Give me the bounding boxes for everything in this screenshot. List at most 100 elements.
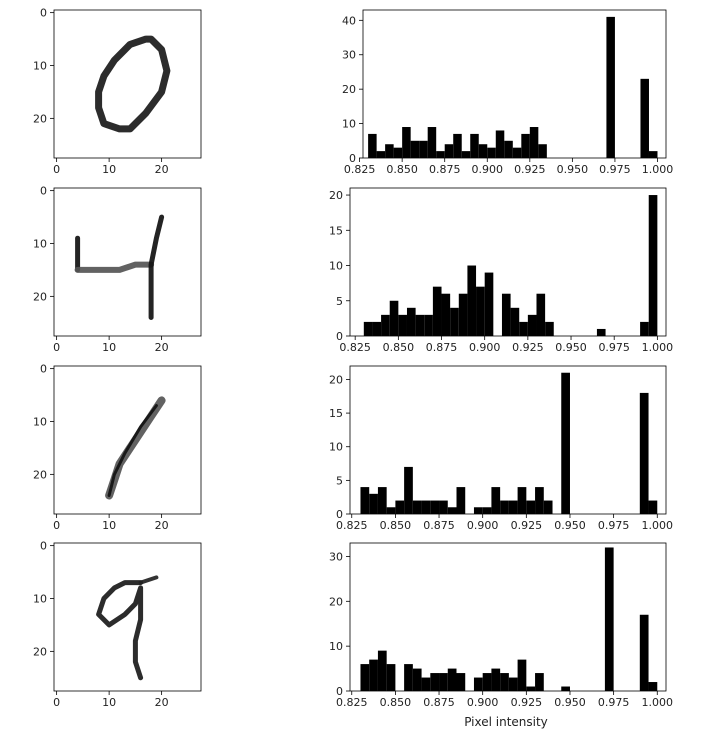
histogram-bar: [377, 650, 387, 691]
histogram-x-tick-label: 0.825: [344, 163, 376, 176]
histogram-bar: [412, 500, 422, 514]
histogram-bar: [395, 500, 405, 514]
histogram-frame: [362, 9, 667, 159]
histogram-bar: [427, 127, 437, 158]
image-x-tick-label: 0: [53, 519, 60, 532]
histogram-bar: [519, 321, 528, 336]
digit-stroke: [107, 404, 158, 497]
histogram-x-tick-label: 0.825: [339, 341, 371, 354]
histogram-bar: [406, 307, 416, 336]
histogram-bar: [389, 300, 399, 336]
histogram-bar: [421, 500, 431, 514]
image-y-tick-label: 20: [33, 468, 47, 481]
digit-image-1: 0 10 20 0 10 20: [33, 7, 202, 176]
histogram-y-tick-label: 20: [329, 373, 343, 386]
histogram-bar: [510, 307, 520, 336]
histogram-frame: [349, 365, 667, 515]
histogram-x-tick-label: 0.950: [554, 696, 586, 709]
histogram-bar: [430, 500, 440, 514]
histogram-bar: [639, 392, 649, 514]
histogram-bar: [415, 314, 425, 336]
image-background: [54, 366, 201, 514]
histogram-bar: [508, 500, 518, 514]
image-x-tick-label: 20: [155, 163, 169, 176]
histogram-x-tick-label: 0.825: [336, 519, 368, 532]
histogram-y-tick-label: 30: [329, 550, 343, 563]
image-background: [54, 543, 201, 691]
histogram-bar: [484, 272, 494, 336]
histogram-x-tick-label: 0.950: [557, 163, 589, 176]
histogram-x-tick-label: 0.950: [554, 519, 586, 532]
histogram-bar: [412, 668, 422, 691]
image-y-tick-label: 20: [33, 290, 47, 303]
histogram-bar: [456, 487, 466, 514]
histogram-bar: [419, 140, 428, 158]
histogram-bar: [368, 133, 377, 158]
histogram-y-tick-label: 10: [329, 260, 343, 273]
image-x-tick-label: 10: [102, 163, 116, 176]
histogram-x-tick-label: 0.900: [467, 696, 499, 709]
image-x-tick-label: 0: [53, 341, 60, 354]
histogram-bar: [561, 686, 570, 691]
histogram-2: 0.825 0.850 0.875 0.900 0.925 0.950 0.975 1.000…: [329, 187, 673, 354]
histogram-bar: [441, 293, 451, 336]
histogram-1: 0.825 0.850 0.875 0.900 0.925 0.950 0.975 1.000…: [342, 9, 673, 176]
histogram-x-tick-label: 0.925: [511, 696, 543, 709]
histogram-bar: [527, 314, 537, 336]
histogram-bar: [648, 151, 658, 158]
histogram-x-tick-label: 0.875: [423, 696, 455, 709]
histogram-bar: [521, 133, 530, 158]
histogram-x-tick-label: 0.850: [383, 341, 415, 354]
histogram-bar: [473, 507, 483, 514]
histogram-bar: [372, 321, 382, 336]
histogram-bar: [456, 673, 466, 691]
histogram-x-tick-label: 0.850: [380, 696, 412, 709]
histogram-x-tick-label: 0.925: [514, 163, 546, 176]
histogram-bar: [640, 321, 649, 336]
histogram-x-tick-label: 0.975: [599, 163, 631, 176]
histogram-y-tick-label: 15: [329, 224, 343, 237]
histogram-y-tick-label: 20: [342, 83, 356, 96]
histogram-bar: [453, 133, 462, 158]
histogram-bar: [536, 293, 546, 336]
digit-stroke: [74, 261, 155, 273]
histogram-bar: [360, 664, 370, 691]
histogram-bar: [640, 78, 649, 158]
histogram-bar: [450, 307, 459, 336]
image-x-tick-label: 20: [155, 341, 169, 354]
histogram-bar: [501, 293, 511, 336]
histogram-bar: [376, 151, 386, 158]
image-y-tick-label: 20: [33, 645, 47, 658]
histogram-bar: [458, 293, 468, 336]
image-x-tick-label: 10: [102, 519, 116, 532]
digit-stroke: [96, 580, 144, 681]
histogram-bar: [517, 487, 527, 514]
histogram-y-tick-label: 0: [336, 508, 343, 521]
histogram-bar: [500, 500, 509, 514]
histogram-x-tick-label: 0.900: [469, 341, 501, 354]
image-x-tick-label: 20: [155, 519, 169, 532]
histogram-bar: [648, 195, 658, 336]
histogram-bar: [639, 614, 649, 691]
histogram-bar: [512, 147, 522, 158]
histogram-bar: [482, 673, 492, 691]
histogram-3: 0.825 0.850 0.875 0.900 0.925 0.950 0.975 1.000…: [329, 365, 673, 532]
histogram-y-tick-label: 0: [336, 685, 343, 698]
histogram-x-tick-label: 0.975: [598, 519, 630, 532]
x-axis-label: Pixel intensity: [464, 715, 548, 729]
image-y-tick-label: 0: [40, 363, 47, 376]
histogram-bar: [500, 673, 509, 691]
histogram-x-tick-label: 0.925: [511, 519, 543, 532]
histogram-bar: [421, 677, 431, 691]
histogram-x-tick-label: 0.975: [598, 341, 630, 354]
image-frame: [53, 9, 202, 159]
histogram-x-tick-label: 0.950: [555, 341, 587, 354]
histogram-bar: [461, 151, 471, 158]
histogram-x-tick-label: 0.875: [429, 163, 461, 176]
histogram-bar: [385, 144, 394, 158]
histogram-bar: [432, 286, 442, 336]
digit-stroke: [95, 35, 171, 133]
histogram-bar: [535, 487, 544, 514]
histogram-bar: [648, 500, 658, 514]
